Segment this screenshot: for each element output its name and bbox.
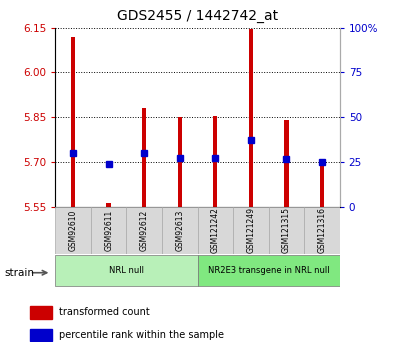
Text: GSM121315: GSM121315 bbox=[282, 207, 291, 253]
Bar bbox=[304, 207, 340, 254]
Bar bbox=[162, 207, 198, 254]
Text: GSM121316: GSM121316 bbox=[318, 207, 326, 253]
Text: NRL null: NRL null bbox=[109, 266, 144, 275]
Text: strain: strain bbox=[4, 268, 34, 278]
Text: percentile rank within the sample: percentile rank within the sample bbox=[59, 330, 224, 340]
Text: GSM92613: GSM92613 bbox=[175, 210, 184, 251]
Text: NR2E3 transgene in NRL null: NR2E3 transgene in NRL null bbox=[208, 266, 329, 275]
Bar bbox=[30, 306, 52, 319]
Text: GSM121242: GSM121242 bbox=[211, 207, 220, 253]
Bar bbox=[55, 255, 198, 286]
Bar bbox=[198, 207, 233, 254]
Text: GSM92611: GSM92611 bbox=[104, 210, 113, 251]
Bar bbox=[284, 120, 288, 207]
Bar bbox=[269, 207, 304, 254]
Bar bbox=[213, 116, 217, 207]
Text: GSM92610: GSM92610 bbox=[69, 210, 77, 251]
Bar bbox=[55, 207, 91, 254]
Bar bbox=[107, 203, 111, 207]
Bar bbox=[91, 207, 126, 254]
Bar bbox=[198, 255, 340, 286]
Bar bbox=[249, 29, 253, 207]
Bar bbox=[320, 159, 324, 207]
Text: GSM92612: GSM92612 bbox=[140, 210, 149, 251]
Bar bbox=[178, 117, 182, 207]
Text: GDS2455 / 1442742_at: GDS2455 / 1442742_at bbox=[117, 9, 278, 23]
Text: transformed count: transformed count bbox=[59, 307, 150, 317]
Bar bbox=[233, 207, 269, 254]
Bar bbox=[142, 108, 146, 207]
Bar bbox=[30, 328, 52, 341]
Bar bbox=[71, 37, 75, 207]
Text: GSM121249: GSM121249 bbox=[246, 207, 255, 253]
Bar bbox=[126, 207, 162, 254]
